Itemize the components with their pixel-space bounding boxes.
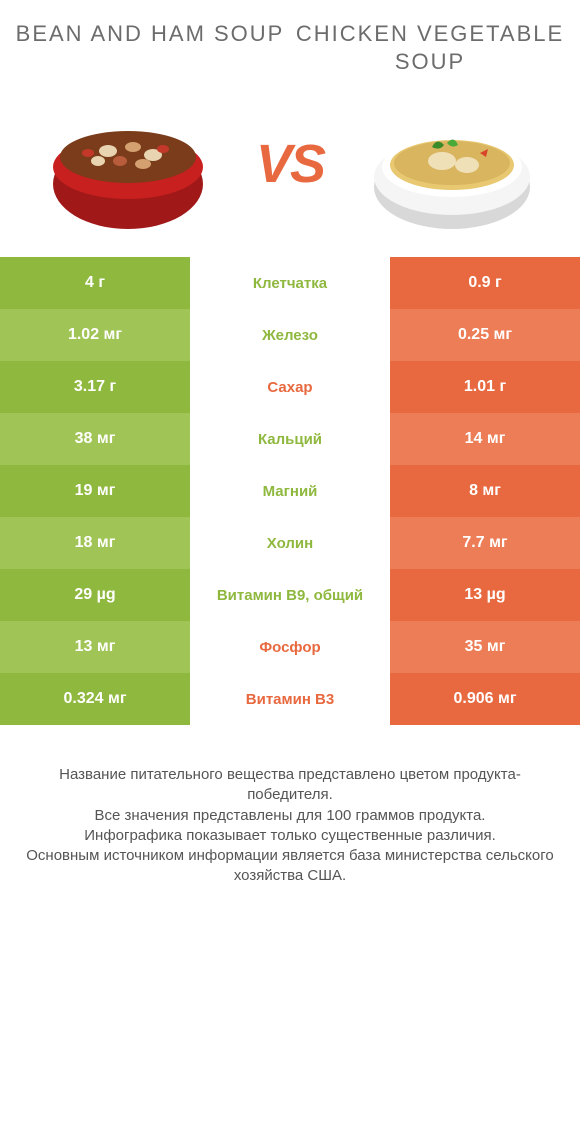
right-value-cell: 0.9 г (390, 257, 580, 309)
nutrient-label: Кальций (190, 413, 390, 465)
nutrient-label: Магний (190, 465, 390, 517)
nutrient-label: Железо (190, 309, 390, 361)
left-value-cell: 0.324 мг (0, 673, 190, 725)
nutrient-label: Фосфор (190, 621, 390, 673)
left-title-cell: BEAN AND HAM SOUP (10, 20, 290, 75)
right-title: CHICKEN VEGETABLE SOUP (290, 20, 570, 75)
table-row: 29 µgВитамин B9, общий13 µg (0, 569, 580, 621)
bean-ham-soup-icon (38, 89, 218, 239)
right-value-cell: 13 µg (390, 569, 580, 621)
footer-notes: Название питательного вещества представл… (0, 725, 580, 887)
nutrient-label: Клетчатка (190, 257, 390, 309)
chicken-vegetable-soup-icon (362, 89, 542, 239)
left-title: BEAN AND HAM SOUP (10, 20, 290, 48)
footer-line-2: Все значения представлены для 100 граммо… (24, 806, 556, 826)
left-image-cell (16, 89, 240, 239)
right-value-cell: 14 мг (390, 413, 580, 465)
vs-cell: VS (240, 133, 340, 195)
vs-text: VS (256, 133, 324, 195)
right-image-cell (340, 89, 564, 239)
footer-line-1: Название питательного вещества представл… (24, 765, 556, 806)
left-value-cell: 4 г (0, 257, 190, 309)
left-value-cell: 1.02 мг (0, 309, 190, 361)
table-row: 19 мгМагний8 мг (0, 465, 580, 517)
left-value-cell: 3.17 г (0, 361, 190, 413)
left-value-cell: 29 µg (0, 569, 190, 621)
right-value-cell: 8 мг (390, 465, 580, 517)
table-row: 13 мгФосфор35 мг (0, 621, 580, 673)
nutrient-label: Витамин B9, общий (190, 569, 390, 621)
table-row: 18 мгХолин7.7 мг (0, 517, 580, 569)
left-value-cell: 13 мг (0, 621, 190, 673)
footer-line-3: Инфографика показывает только существенн… (24, 826, 556, 846)
left-value-cell: 19 мг (0, 465, 190, 517)
footer-line-4: Основным источником информации является … (24, 846, 556, 887)
images-row: VS (0, 75, 580, 257)
comparison-table: 4 гКлетчатка0.9 г1.02 мгЖелезо0.25 мг3.1… (0, 257, 580, 725)
nutrient-label: Холин (190, 517, 390, 569)
right-value-cell: 1.01 г (390, 361, 580, 413)
header-row: BEAN AND HAM SOUP CHICKEN VEGETABLE SOUP (0, 0, 580, 75)
nutrient-label: Витамин B3 (190, 673, 390, 725)
table-row: 3.17 гСахар1.01 г (0, 361, 580, 413)
left-value-cell: 18 мг (0, 517, 190, 569)
nutrient-label: Сахар (190, 361, 390, 413)
right-value-cell: 0.25 мг (390, 309, 580, 361)
right-value-cell: 35 мг (390, 621, 580, 673)
table-row: 1.02 мгЖелезо0.25 мг (0, 309, 580, 361)
left-value-cell: 38 мг (0, 413, 190, 465)
right-value-cell: 0.906 мг (390, 673, 580, 725)
table-row: 0.324 мгВитамин B30.906 мг (0, 673, 580, 725)
right-value-cell: 7.7 мг (390, 517, 580, 569)
right-title-cell: CHICKEN VEGETABLE SOUP (290, 20, 570, 75)
table-row: 38 мгКальций14 мг (0, 413, 580, 465)
table-row: 4 гКлетчатка0.9 г (0, 257, 580, 309)
